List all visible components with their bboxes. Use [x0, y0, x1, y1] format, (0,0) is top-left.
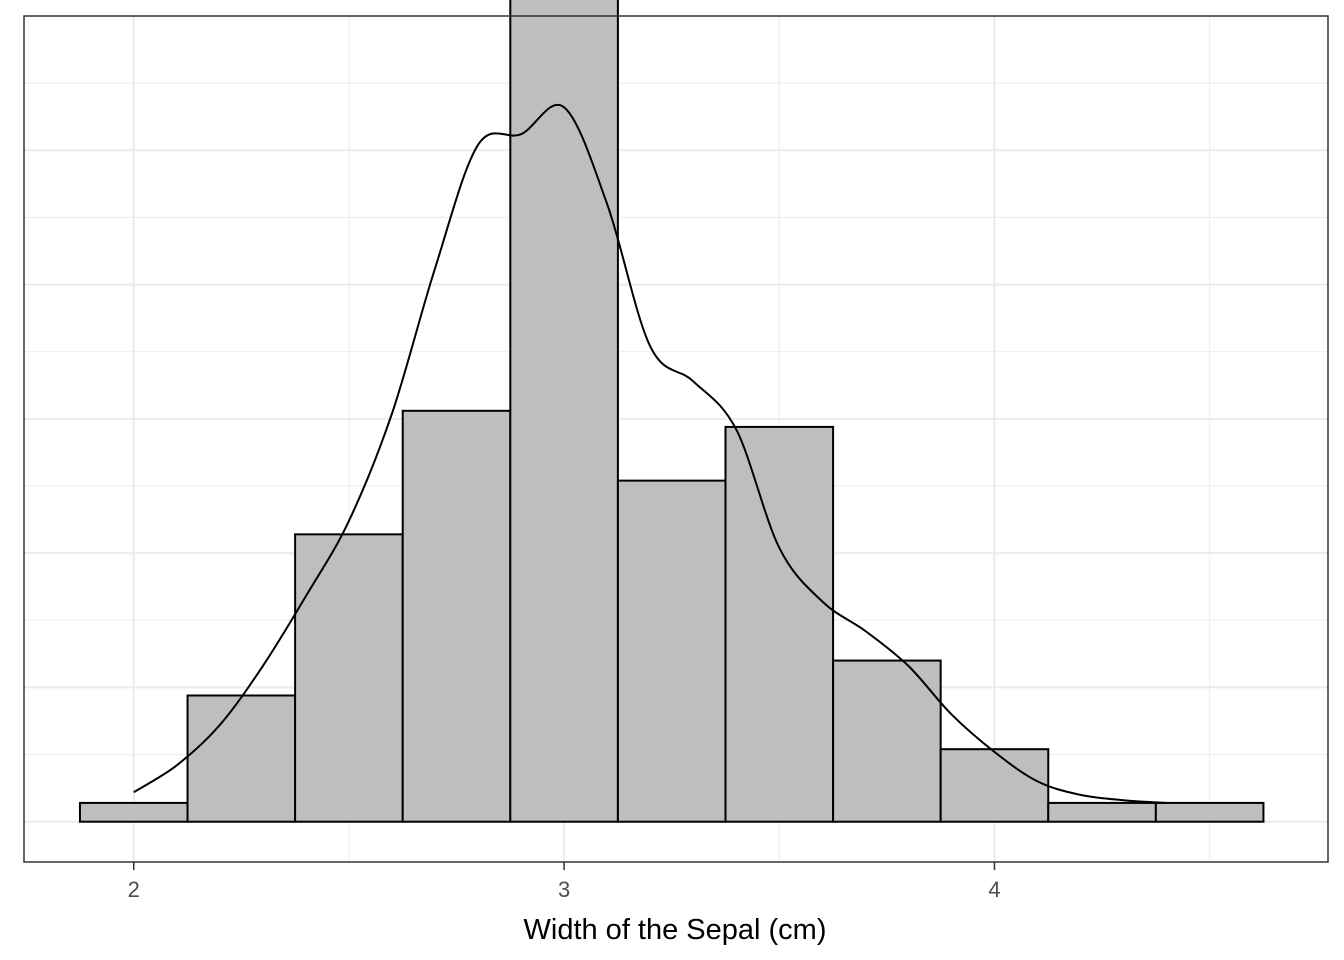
histogram-bar-4 — [401, 409, 512, 823]
histogram-bars — [78, 0, 1265, 823]
histogram-bar-1 — [78, 801, 189, 823]
histogram-bar-3 — [294, 533, 404, 823]
density-curve — [133, 103, 1167, 804]
histogram-bar-5 — [509, 0, 619, 823]
x-axis-ticks: 2 3 4 — [128, 862, 1001, 902]
histogram-bar-10 — [1047, 801, 1157, 823]
histogram-bar-11 — [1154, 801, 1265, 823]
x-tick-label: 2 — [128, 877, 140, 902]
x-axis-title: Width of the Sepal (cm) — [524, 914, 827, 946]
histogram-bar-7 — [724, 425, 835, 823]
histogram-bar-9 — [939, 748, 1050, 823]
x-tick-label: 3 — [558, 877, 570, 902]
x-tick-label: 4 — [988, 877, 1000, 902]
histogram-bar-8 — [832, 659, 942, 823]
panel-border — [23, 15, 1329, 863]
histogram-bar-6 — [616, 479, 727, 823]
histogram-bar-2 — [186, 694, 297, 823]
